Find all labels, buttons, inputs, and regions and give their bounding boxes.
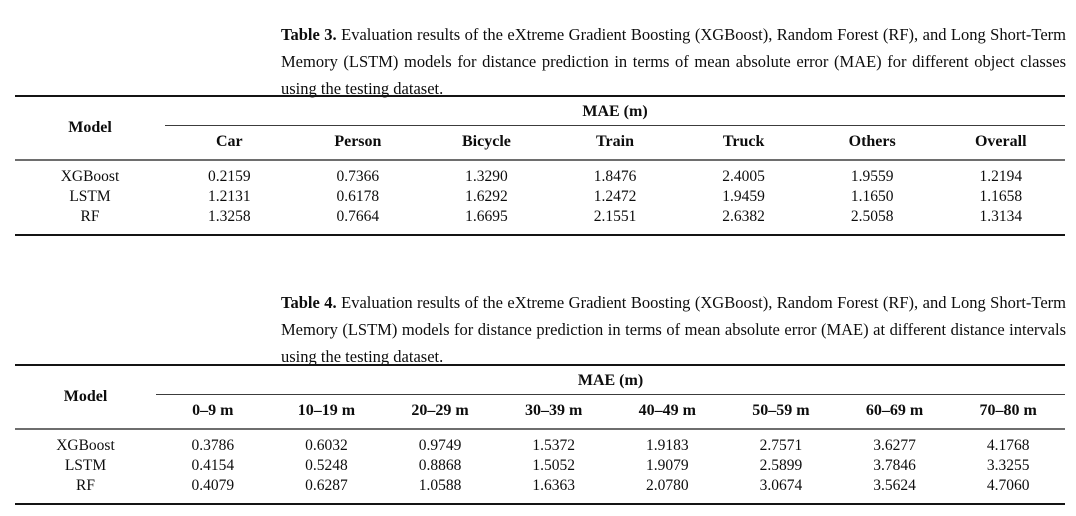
row-model-label: RF — [76, 477, 95, 494]
table-cell: 2.5899 — [759, 457, 803, 474]
table-row: XGBoost 0.2159 0.7366 1.3290 1.8476 2.40… — [15, 167, 1065, 187]
table-cell: 0.5248 — [305, 457, 348, 474]
table4-caption-label: Table 4. — [281, 292, 337, 312]
table-cell: 4.7060 — [986, 477, 1030, 494]
table-cell: 0.7664 — [336, 208, 380, 225]
table-cell: 4.1768 — [986, 437, 1030, 454]
table-cell: 1.3134 — [979, 208, 1023, 225]
column-header: Train — [596, 133, 634, 150]
table-cell: 2.4005 — [722, 168, 765, 185]
table-cell: 0.4079 — [191, 477, 235, 494]
table3-header-right: MAE (m) Car Person Bicycle Train Truck O… — [165, 97, 1065, 159]
table-cell: 1.3290 — [465, 168, 508, 185]
table-cell: 1.6363 — [532, 477, 575, 494]
table-cell: 3.3255 — [986, 457, 1030, 474]
column-header: 40–49 m — [638, 402, 696, 419]
table-cell: 1.1650 — [850, 188, 894, 205]
table-cell: 3.6277 — [873, 437, 916, 454]
table4-header-right: MAE (m) 0–9 m 10–19 m 20–29 m 30–39 m 40… — [156, 366, 1065, 428]
table-cell: 1.3258 — [207, 208, 251, 225]
table3-model-header: Model — [68, 119, 112, 136]
column-header: 60–69 m — [865, 402, 924, 419]
table-row: XGBoost 0.3786 0.6032 0.9749 1.5372 1.91… — [15, 436, 1065, 456]
table-cell: 1.6695 — [465, 208, 508, 225]
table-cell: 1.9459 — [722, 188, 765, 205]
column-header: 30–39 m — [525, 402, 583, 419]
table-row: LSTM 1.2131 0.6178 1.6292 1.2472 1.9459 … — [15, 187, 1065, 207]
table-cell: 1.2131 — [207, 188, 251, 205]
table-cell: 2.0780 — [646, 477, 689, 494]
table-cell: 3.5624 — [873, 477, 916, 494]
table3-caption: Table 3. Evaluation results of the eXtre… — [281, 21, 1066, 102]
table3-span-header: MAE (m) — [165, 97, 1065, 126]
column-header: Car — [215, 133, 243, 150]
table4-model-header: Model — [63, 388, 108, 405]
column-header: 10–19 m — [297, 402, 356, 419]
table-row: LSTM 0.4154 0.5248 0.8868 1.5052 1.9079 … — [15, 456, 1065, 476]
table4-body: XGBoost 0.3786 0.6032 0.9749 1.5372 1.91… — [15, 430, 1065, 503]
table3-caption-text: Evaluation results of the eXtreme Gradie… — [281, 24, 1067, 98]
table-cell: 1.9559 — [850, 168, 894, 185]
column-header: 0–9 m — [192, 402, 234, 419]
table-cell: 3.7846 — [873, 457, 916, 474]
row-model-label: RF — [80, 208, 100, 225]
table4-span-header: MAE (m) — [156, 366, 1065, 395]
table3-body: XGBoost 0.2159 0.7366 1.3290 1.8476 2.40… — [15, 161, 1065, 234]
table-cell: 1.2472 — [593, 188, 637, 205]
table-cell: 0.6032 — [305, 437, 348, 454]
column-header: Overall — [974, 133, 1027, 150]
table-row: RF 0.4079 0.6287 1.0588 1.6363 2.0780 3.… — [15, 476, 1065, 496]
table-row: RF 1.3258 0.7664 1.6695 2.1551 2.6382 2.… — [15, 207, 1065, 227]
table-cell: 1.6292 — [465, 188, 508, 205]
table-cell: 1.2194 — [979, 168, 1023, 185]
row-model-label: LSTM — [69, 188, 111, 205]
table4: Model MAE (m) 0–9 m 10–19 m 20–29 m 30–3… — [15, 364, 1065, 505]
table4-caption: Table 4. Evaluation results of the eXtre… — [281, 289, 1066, 370]
column-header: Truck — [722, 133, 765, 150]
table-cell: 1.5052 — [532, 457, 575, 474]
table-cell: 0.8868 — [418, 457, 462, 474]
row-model-label: LSTM — [64, 457, 107, 474]
table3-header: Model MAE (m) Car Person Bicycle Train T… — [15, 97, 1065, 161]
column-header: 20–29 m — [411, 402, 469, 419]
row-model-label: XGBoost — [56, 437, 115, 454]
table-cell: 3.0674 — [759, 477, 803, 494]
row-model-label: XGBoost — [60, 168, 120, 185]
table3-column-header-row: Car Person Bicycle Train Truck Others Ov… — [165, 126, 1065, 159]
column-header: Bicycle — [462, 133, 511, 150]
table-cell: 1.0588 — [418, 477, 462, 494]
table-cell: 0.3786 — [191, 437, 235, 454]
table-cell: 0.7366 — [336, 168, 380, 185]
table-cell: 0.4154 — [191, 457, 235, 474]
table3: Model MAE (m) Car Person Bicycle Train T… — [15, 95, 1065, 236]
table-cell: 1.8476 — [593, 168, 637, 185]
table-cell: 0.9749 — [418, 437, 462, 454]
column-header: 50–59 m — [752, 402, 810, 419]
column-header: 70–80 m — [979, 402, 1037, 419]
table4-caption-text: Evaluation results of the eXtreme Gradie… — [281, 292, 1067, 366]
table4-header: Model MAE (m) 0–9 m 10–19 m 20–29 m 30–3… — [15, 366, 1065, 430]
table-cell: 0.6178 — [336, 188, 380, 205]
table-cell: 2.1551 — [593, 208, 637, 225]
table4-column-header-row: 0–9 m 10–19 m 20–29 m 30–39 m 40–49 m 50… — [156, 395, 1065, 428]
table-cell: 1.1658 — [979, 188, 1023, 205]
table-cell: 0.2159 — [207, 168, 251, 185]
table-cell: 2.7571 — [759, 437, 803, 454]
table-cell: 0.6287 — [305, 477, 348, 494]
column-header: Others — [848, 133, 896, 150]
table-cell: 1.9079 — [646, 457, 689, 474]
table3-caption-label: Table 3. — [281, 24, 337, 44]
table-cell: 1.9183 — [646, 437, 689, 454]
table-cell: 2.5058 — [850, 208, 894, 225]
table-cell: 1.5372 — [532, 437, 575, 454]
column-header: Person — [334, 133, 382, 150]
table-cell: 2.6382 — [722, 208, 765, 225]
